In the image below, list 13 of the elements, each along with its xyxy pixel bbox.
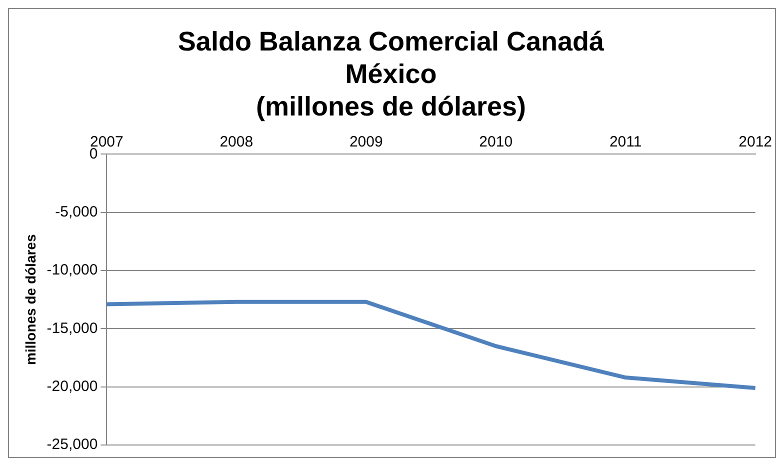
y-tick-label: -10,000 <box>46 262 98 279</box>
y-tick-label: -15,000 <box>46 320 98 337</box>
y-tick-label: -20,000 <box>46 378 98 395</box>
y-tick-label: -5,000 <box>55 204 98 220</box>
x-tick-label: 2008 <box>220 133 254 150</box>
x-tick-label: 2009 <box>349 133 383 150</box>
x-tick-label: 2010 <box>479 133 513 150</box>
x-tick-label: 2011 <box>609 133 642 150</box>
y-axis-title: millones de dólares <box>22 234 38 365</box>
y-tick-label: -25,000 <box>46 436 98 454</box>
x-tick-label: 2012 <box>738 133 772 150</box>
y-tick-label: 0 <box>89 145 98 162</box>
chart-title: Saldo Balanza Comercial Canadá México (millones de dólares) <box>178 26 606 122</box>
